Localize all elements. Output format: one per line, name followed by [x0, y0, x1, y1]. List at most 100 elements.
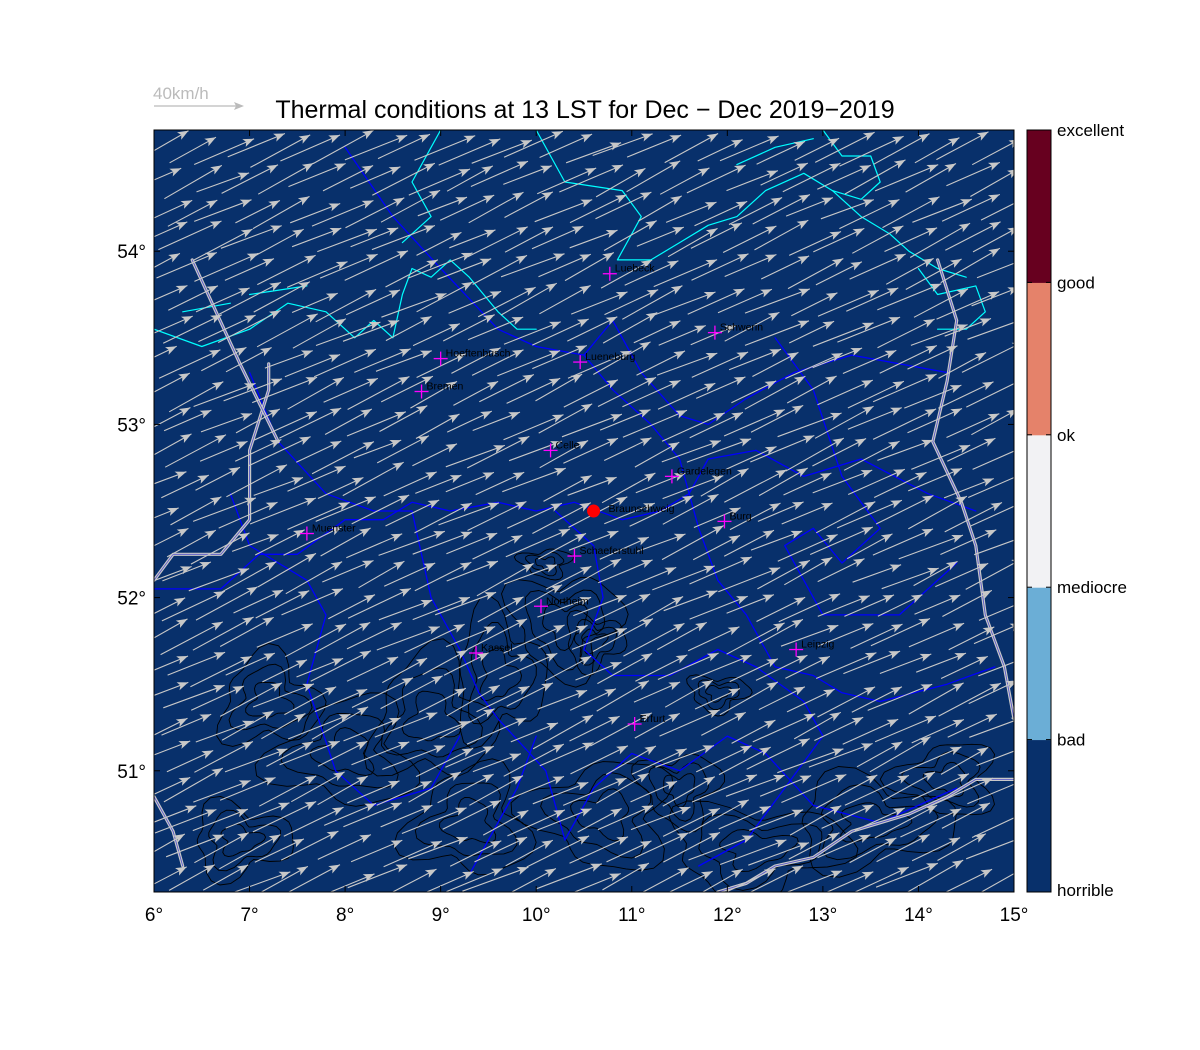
wind-arrow	[162, 561, 212, 582]
wind-arrow	[731, 719, 776, 744]
wind-arrow	[630, 780, 678, 803]
wind-arrow	[570, 745, 629, 775]
wind-arrow	[597, 804, 654, 831]
wind-arrow	[814, 131, 875, 163]
wind-arrow	[884, 227, 938, 253]
wind-arrow	[847, 380, 905, 409]
wind-arrow	[193, 382, 256, 408]
wind-arrow	[380, 375, 434, 403]
national-border-inner-line	[154, 796, 184, 867]
wind-arrow	[662, 776, 716, 807]
wind-arrow	[966, 839, 1014, 860]
x-tick-label: 13°	[809, 905, 838, 926]
wind-arrow	[563, 437, 619, 464]
wind-arrow	[317, 740, 368, 767]
wind-arrow	[412, 443, 458, 467]
wind-arrow	[286, 261, 348, 288]
wind-arrow	[784, 556, 833, 586]
state-border-line	[248, 371, 566, 841]
wind-arrow	[195, 586, 258, 621]
wind-arrow	[567, 350, 632, 379]
wind-arrow	[466, 717, 527, 745]
wind-arrow	[694, 200, 748, 227]
wind-arrow	[477, 596, 524, 623]
wind-arrow	[817, 558, 865, 583]
wind-arrow	[474, 836, 528, 863]
wind-arrow	[161, 474, 210, 499]
wind-arrow	[561, 413, 623, 438]
highlight-point: Braunschweig	[587, 503, 675, 518]
colorbar-label-good: good	[1057, 273, 1095, 292]
wind-arrow	[536, 863, 602, 890]
wind-arrow	[786, 375, 837, 404]
wind-arrow	[726, 622, 785, 655]
wind-arrow	[724, 311, 780, 342]
wind-arrow	[668, 870, 713, 892]
wind-arrow	[194, 741, 254, 773]
wind-arrow	[233, 589, 284, 614]
wind-arrow	[687, 288, 745, 315]
wind-arrow	[847, 407, 902, 430]
x-tick-label: 14°	[904, 905, 933, 926]
wind-arrow	[378, 530, 445, 556]
wind-arrow	[296, 657, 344, 678]
wind-arrow	[446, 560, 499, 582]
wind-arrow	[154, 199, 193, 219]
wind-arrow	[470, 160, 529, 188]
wind-arrow	[812, 469, 873, 494]
wind-arrow	[791, 292, 838, 317]
wind-arrow	[634, 832, 689, 859]
wind-arrow	[622, 409, 688, 438]
wind-arrow	[600, 259, 653, 289]
wind-arrow	[315, 288, 377, 323]
contour-line	[540, 772, 652, 859]
x-tick-label: 12°	[713, 905, 742, 926]
wind-arrow	[196, 172, 250, 193]
wind-arrow	[689, 595, 748, 620]
contour-line	[698, 813, 823, 891]
wind-arrow	[812, 347, 863, 369]
wind-arrow	[312, 130, 374, 165]
wind-arrow	[605, 745, 657, 775]
wind-arrow	[437, 258, 492, 280]
wind-arrow	[375, 350, 432, 372]
contour-line	[510, 761, 674, 871]
wind-arrow	[909, 222, 971, 258]
wind-arrow	[817, 289, 879, 317]
wind-arrow	[347, 376, 410, 410]
wind-arrow	[626, 566, 677, 589]
wind-arrow	[503, 743, 565, 777]
wind-arrow	[692, 534, 741, 561]
wind-arrow	[347, 587, 412, 619]
wind-arrow	[500, 282, 558, 316]
wind-arrow	[942, 589, 993, 617]
wind-arrow	[567, 476, 617, 496]
wind-arrow	[346, 411, 407, 437]
wind-arrow	[539, 133, 593, 159]
wind-arrow	[162, 314, 223, 344]
wind-arrow	[252, 195, 310, 230]
wind-arrow	[843, 440, 900, 471]
wind-arrow	[652, 565, 715, 591]
wind-arrow	[717, 288, 773, 314]
wind-arrow	[311, 199, 374, 227]
wind-arrow	[449, 840, 502, 867]
wind-arrow	[472, 411, 521, 432]
wind-arrow	[287, 713, 351, 740]
wind-arrow	[913, 288, 969, 318]
wind-arrow	[836, 499, 903, 529]
wind-arrow	[595, 191, 652, 220]
wind-arrow	[756, 140, 806, 165]
station-lueneburg: Lueneburg	[573, 351, 636, 370]
contour-line	[566, 609, 628, 677]
wind-arrow	[376, 626, 440, 651]
wind-arrow	[904, 384, 962, 409]
wind-arrow	[842, 349, 897, 375]
wind-arrow	[292, 318, 347, 349]
wind-arrow	[347, 780, 400, 804]
wind-arrow	[659, 167, 710, 195]
wind-arrow	[538, 624, 588, 649]
wind-arrow	[662, 807, 721, 837]
wind-arrow	[545, 565, 592, 590]
wind-arrow	[482, 809, 529, 836]
